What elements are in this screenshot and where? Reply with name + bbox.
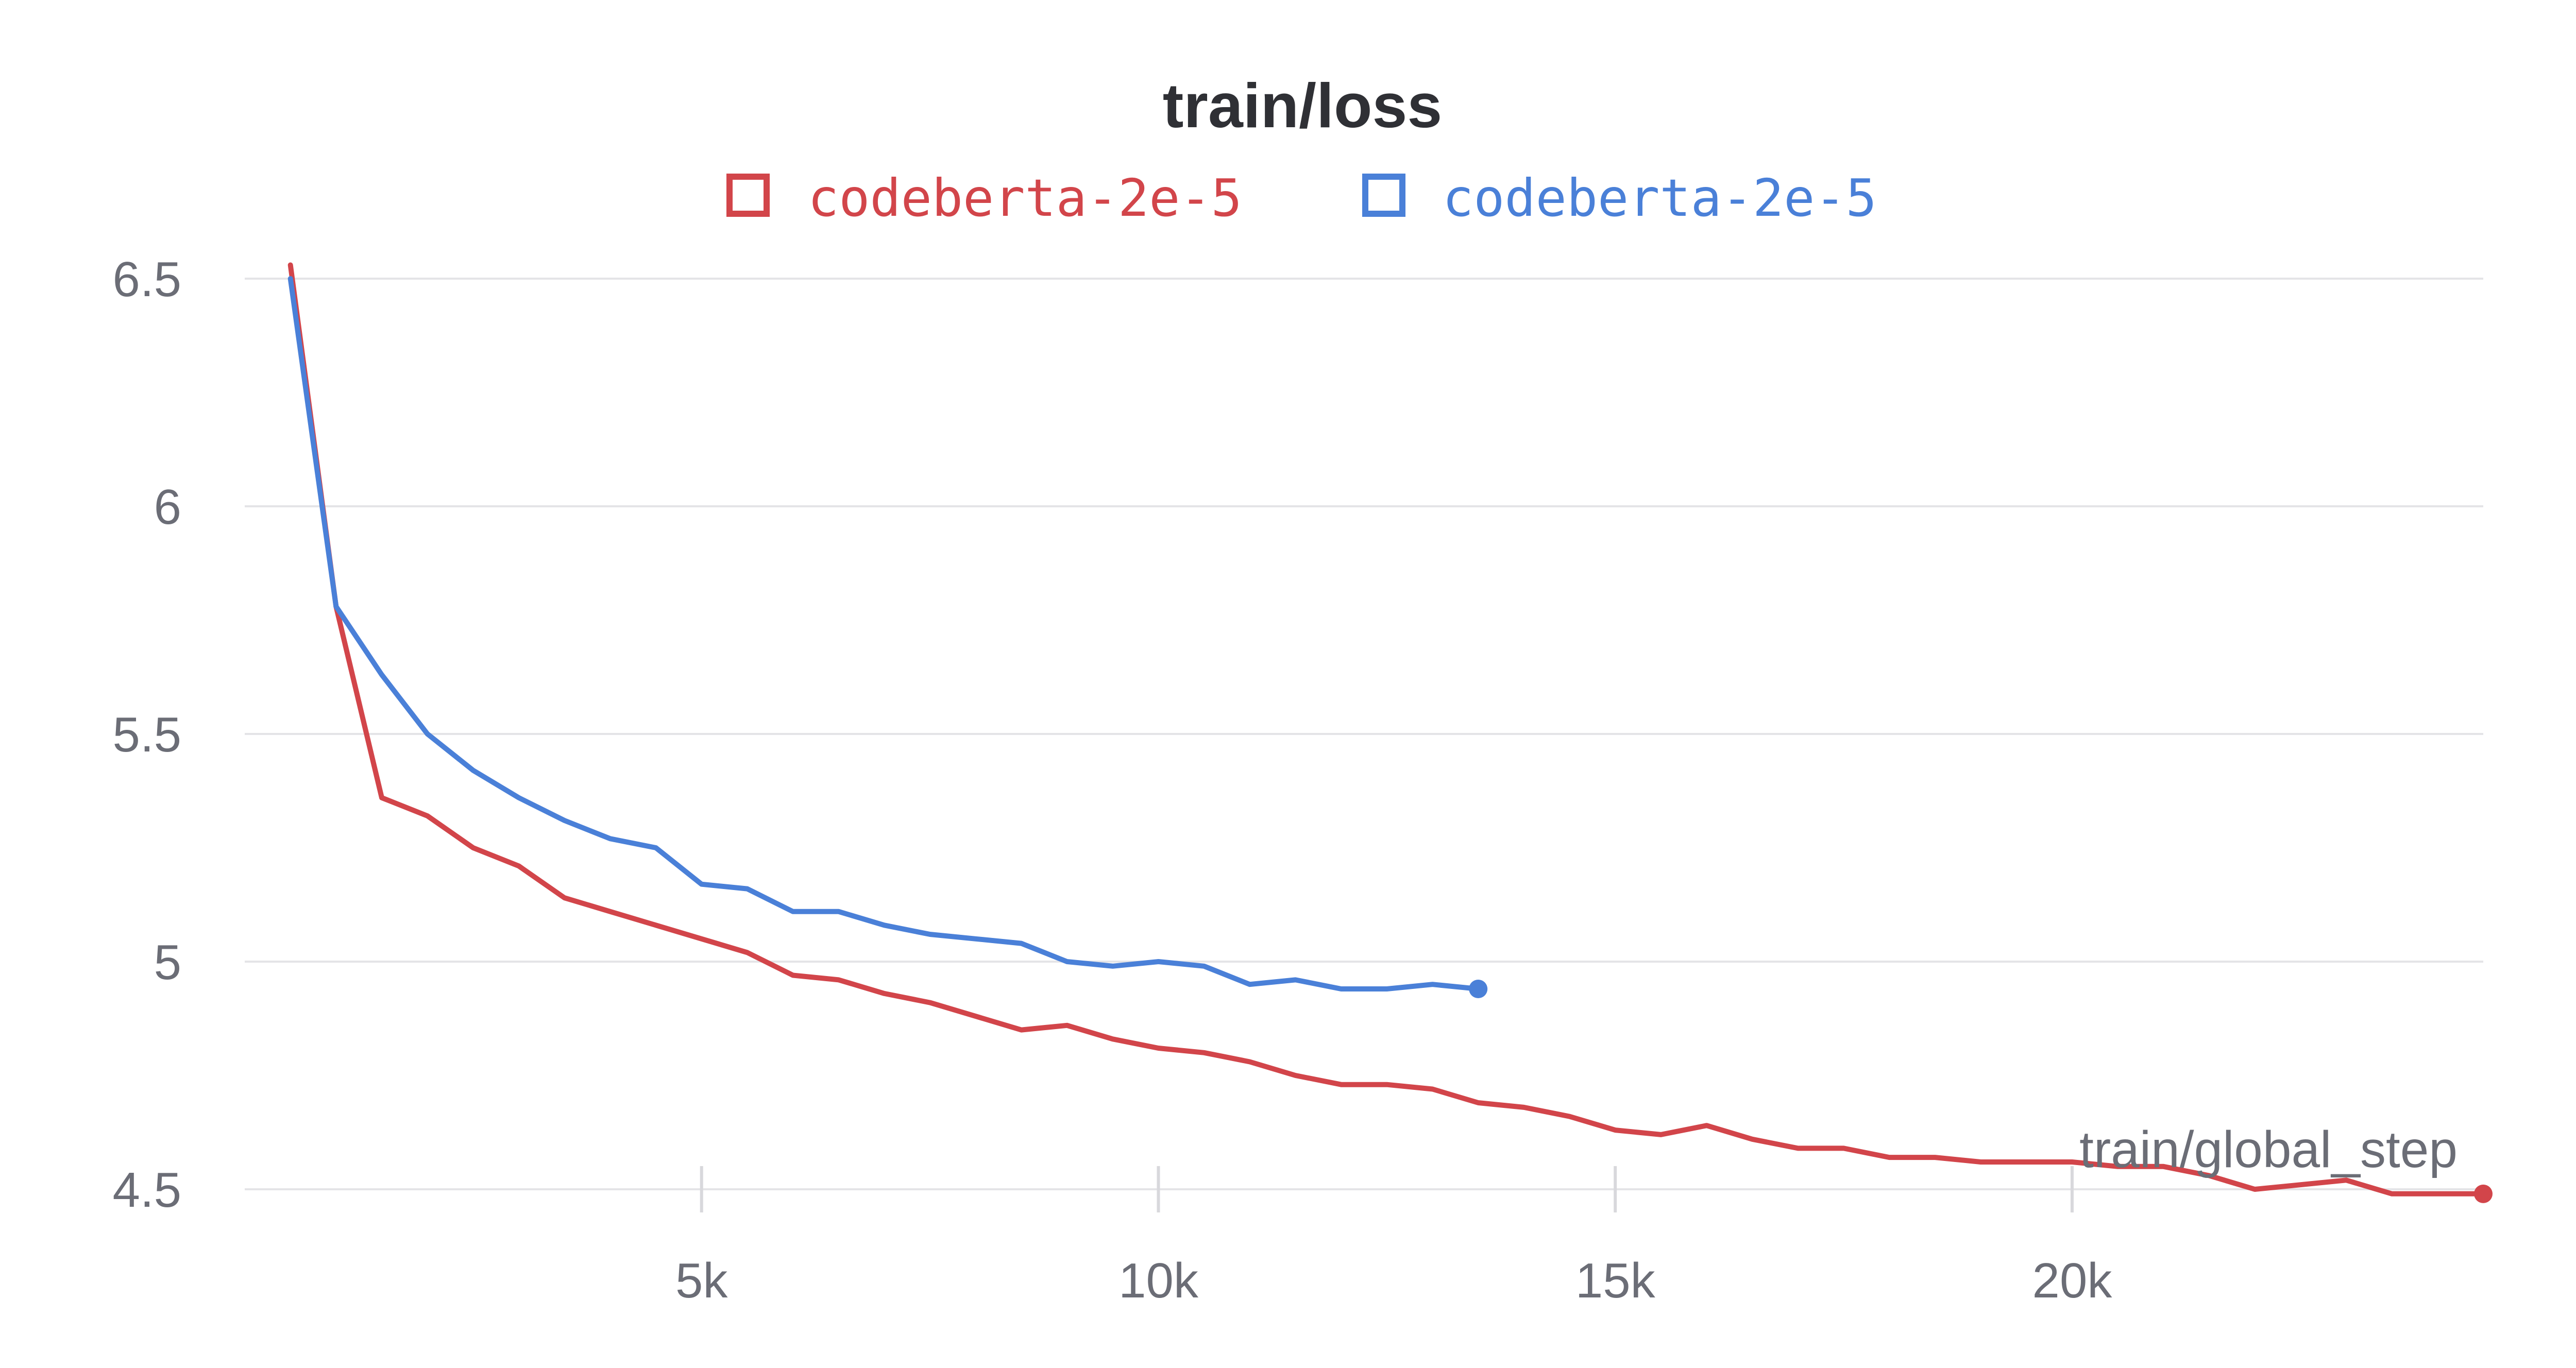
legend-swatch-codeberta-red <box>726 174 770 217</box>
series-lines <box>287 262 2493 1203</box>
x-axis-ticks <box>700 1166 2074 1212</box>
legend-item-1[interactable]: codeberta-2e-5 <box>726 168 1242 228</box>
y-tick-label: 6.5 <box>113 252 181 307</box>
y-axis-tick-labels: 4.5 5 5.5 6 6.5 <box>113 252 181 1218</box>
legend-label: codeberta-2e-5 <box>808 168 1242 228</box>
x-tick-label: 5k <box>675 1253 728 1308</box>
grid-lines <box>245 278 2483 1190</box>
x-axis-label: train/global_step <box>2079 1121 2458 1178</box>
y-tick-label: 5 <box>154 935 181 990</box>
x-tick-label: 10k <box>1118 1253 1199 1308</box>
series-line-blue[interactable] <box>287 276 1481 991</box>
series-line-red[interactable] <box>287 262 2486 1196</box>
x-tick-label: 15k <box>1575 1253 1656 1308</box>
series-end-marker[interactable] <box>1469 980 1488 999</box>
legend-swatch-codeberta-blue <box>1362 174 1405 217</box>
x-tick-label: 20k <box>2032 1253 2113 1308</box>
legend-label: codeberta-2e-5 <box>1443 168 1877 228</box>
y-tick-label: 5.5 <box>113 707 181 762</box>
legend: codeberta-2e-5 codeberta-2e-5 <box>726 168 1877 228</box>
series-end-marker[interactable] <box>2474 1184 2493 1203</box>
chart-title: train/loss <box>1163 71 1442 141</box>
x-axis-tick-labels: 5k 10k 15k 20k <box>675 1253 2112 1308</box>
y-tick-label: 4.5 <box>113 1162 181 1218</box>
y-tick-label: 6 <box>154 480 181 535</box>
legend-item-2[interactable]: codeberta-2e-5 <box>1362 168 1877 228</box>
